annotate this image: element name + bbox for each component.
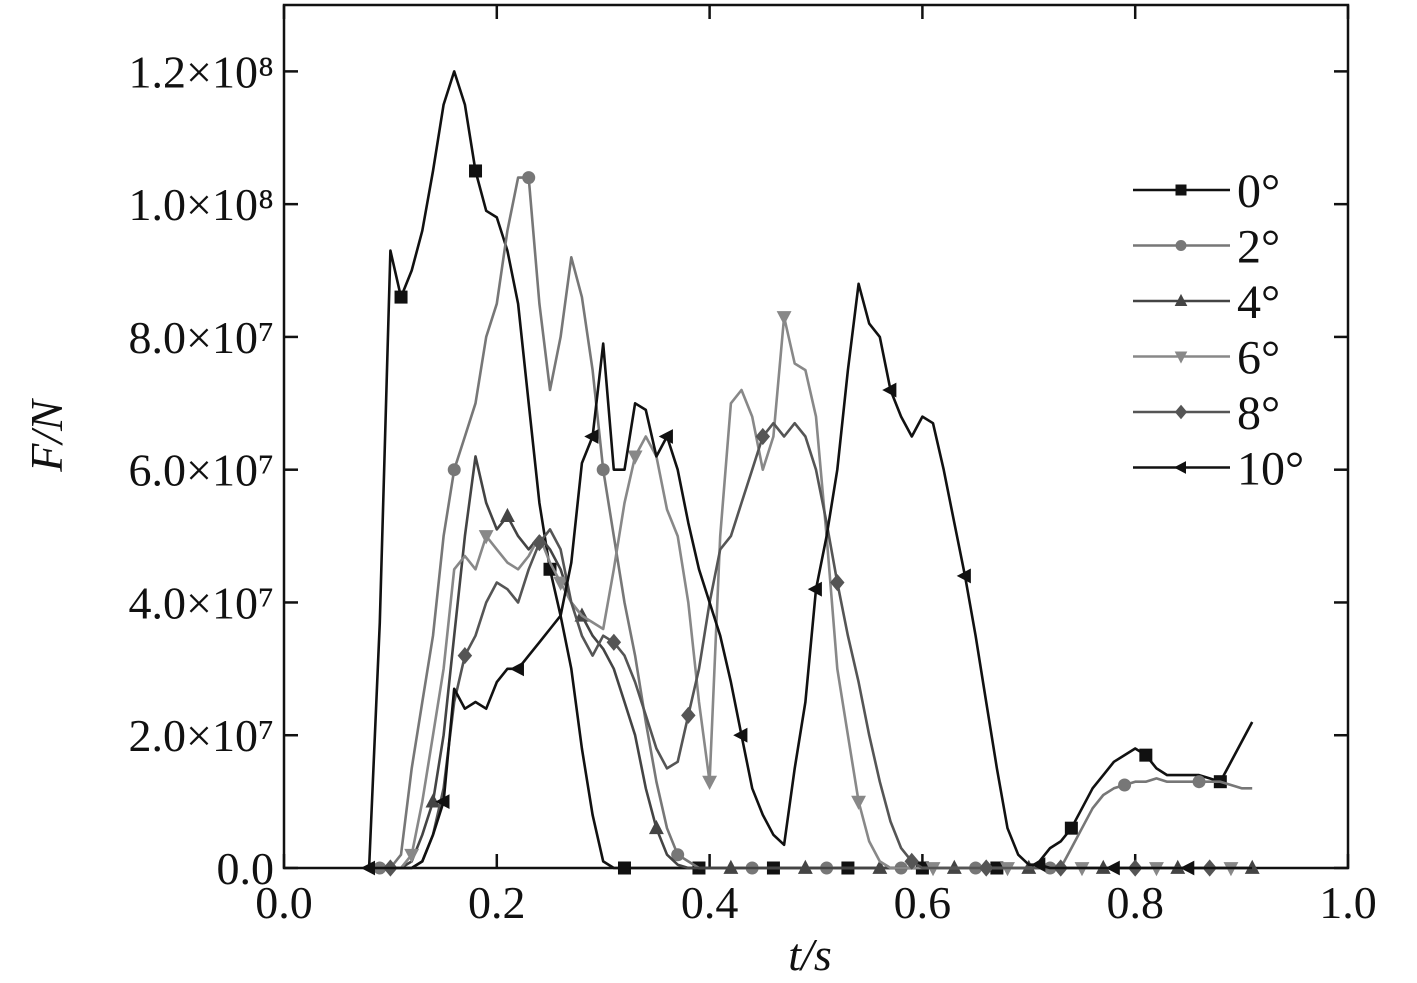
marker <box>1064 821 1078 835</box>
marker <box>851 795 866 810</box>
series-line <box>367 70 1254 870</box>
y-axis-label: F/N <box>21 398 72 473</box>
marker <box>1105 860 1120 876</box>
series <box>369 421 1253 877</box>
legend-label: 4° <box>1237 276 1280 329</box>
series <box>369 455 1260 874</box>
legend-label: 10° <box>1237 443 1304 496</box>
marker <box>435 794 450 810</box>
marker <box>681 706 696 724</box>
legend-marker <box>1175 184 1187 196</box>
marker <box>394 290 408 304</box>
marker <box>584 429 599 444</box>
marker <box>1192 775 1206 789</box>
x-axis-label: t/s <box>788 929 831 980</box>
marker <box>872 859 888 874</box>
series <box>367 70 1254 875</box>
series <box>360 282 1253 876</box>
legend-label: 0° <box>1237 165 1280 218</box>
marker <box>978 859 994 877</box>
marker <box>478 530 494 545</box>
marker <box>648 819 664 835</box>
marker <box>617 861 631 875</box>
marker <box>755 427 771 446</box>
y-tick-label: 1.2×10⁸ <box>129 46 274 97</box>
marker <box>671 848 685 862</box>
legend-marker <box>1175 240 1187 251</box>
marker <box>457 646 473 665</box>
x-tick-label: 1.0 <box>1319 877 1377 928</box>
marker <box>1180 860 1195 876</box>
marker <box>553 576 569 591</box>
marker <box>733 727 748 743</box>
y-tick-label: 6.0×10⁷ <box>129 445 274 496</box>
marker <box>522 171 536 185</box>
marker <box>596 463 610 477</box>
series-line <box>369 282 1253 870</box>
marker <box>1139 748 1153 762</box>
legend-marker <box>1174 404 1188 420</box>
series <box>369 311 1253 877</box>
marker <box>1118 778 1132 792</box>
marker <box>469 164 483 178</box>
marker <box>627 450 643 465</box>
marker <box>830 573 845 592</box>
legend-label: 8° <box>1237 387 1280 440</box>
x-tick-label: 0.2 <box>468 877 526 928</box>
legend-label: 2° <box>1237 221 1280 274</box>
marker <box>797 859 813 874</box>
legend-label: 6° <box>1237 332 1280 385</box>
marker <box>776 311 792 326</box>
marker <box>904 852 920 870</box>
marker <box>404 848 420 864</box>
legend-marker <box>1174 351 1188 364</box>
marker <box>723 859 739 874</box>
x-tick-label: 0.8 <box>1106 877 1164 928</box>
x-tick-label: 0.0 <box>255 877 313 928</box>
legend-marker <box>1174 293 1188 306</box>
marker <box>500 507 515 523</box>
y-tick-label: 1.0×10⁸ <box>129 179 274 230</box>
marker <box>882 382 897 398</box>
marker <box>425 793 441 808</box>
marker <box>509 661 524 677</box>
x-tick-label: 0.6 <box>894 877 952 928</box>
marker <box>658 429 673 444</box>
y-tick-label: 4.0×10⁷ <box>129 577 274 628</box>
legend-marker <box>1173 461 1186 474</box>
marker <box>807 581 822 597</box>
y-tick-label: 2.0×10⁷ <box>129 710 274 761</box>
x-tick-label: 0.4 <box>681 877 739 928</box>
marker <box>360 860 376 876</box>
marker <box>606 633 622 651</box>
marker <box>447 463 461 477</box>
series-line <box>369 455 1253 870</box>
y-tick-label: 8.0×10⁷ <box>129 312 274 363</box>
marker <box>1031 857 1046 873</box>
marker <box>956 568 971 584</box>
marker <box>532 534 547 552</box>
y-tick-label: 0.0 <box>217 843 275 894</box>
marker <box>702 775 718 790</box>
legend: 0°2°4°6°8°10° <box>1133 165 1304 496</box>
